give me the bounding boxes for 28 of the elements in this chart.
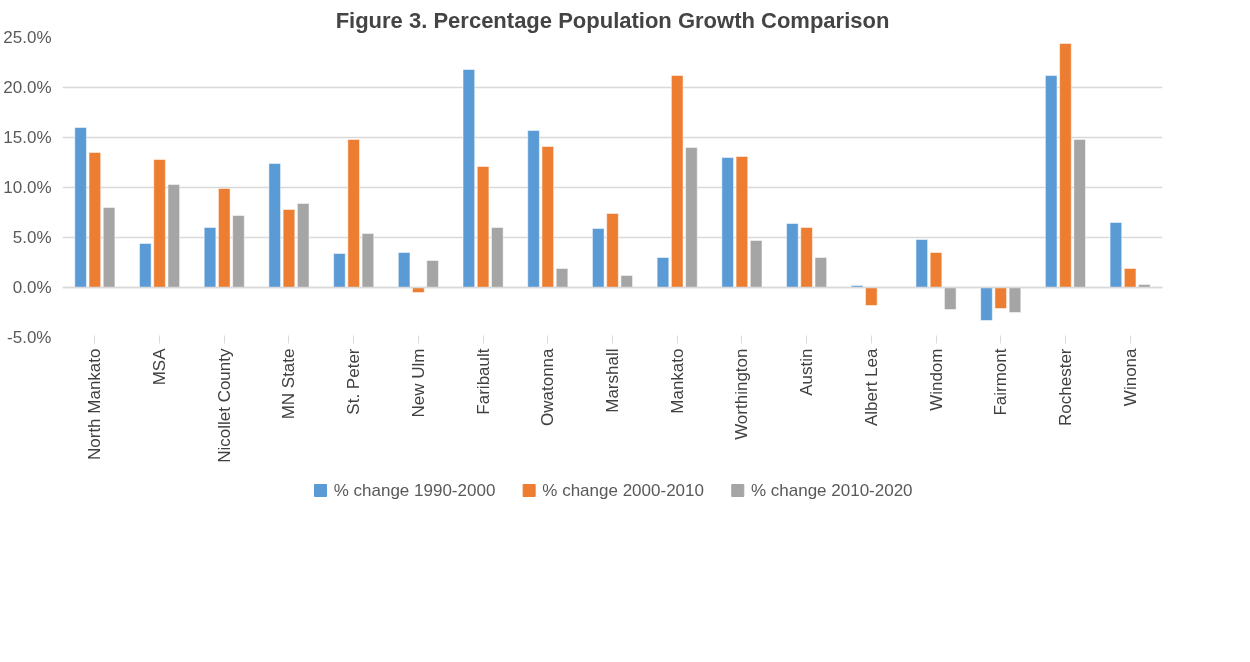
y-tick-label: 10.0% — [3, 178, 52, 197]
x-tick-label: Worthington — [732, 348, 752, 440]
x-tick-label: MSA — [150, 347, 170, 386]
y-tick-label: 15.0% — [3, 128, 52, 147]
x-tick-label: Windom — [926, 348, 946, 411]
x-tick-label: Albert Lea — [861, 347, 881, 426]
legend-label: % change 1990-2000 — [333, 481, 496, 500]
x-tick-label: Mankato — [667, 348, 687, 414]
x-tick-label: Nicollet County — [214, 348, 234, 463]
y-tick-label: -5.0% — [7, 328, 52, 347]
x-tick-label: Marshall — [603, 348, 622, 413]
x-tick-label: Winona — [1120, 347, 1140, 407]
x-tick-label: Rochester — [1055, 348, 1075, 426]
x-tick-label: Owatonna — [538, 347, 558, 426]
chart-title: Figure 3. Percentage Population Growth Comparison — [335, 7, 890, 33]
y-tick-label: 25.0% — [3, 28, 52, 47]
y-tick-label: 0.0% — [12, 278, 52, 297]
x-tick-label: Faribault — [473, 348, 493, 415]
legend-label: % change 2000-2010 — [542, 481, 704, 500]
x-tick-label: North Mankato — [85, 348, 105, 460]
x-tick-label: St. Peter — [344, 348, 364, 415]
x-tick-label: New Ulm — [408, 348, 428, 418]
legend-label: % change 2010-2020 — [750, 481, 913, 500]
y-tick-label: 20.0% — [3, 78, 52, 97]
x-tick-label: Austin — [797, 348, 817, 396]
y-tick-label: 5.0% — [12, 228, 52, 247]
x-tick-label: MN State — [279, 348, 299, 420]
x-tick-label: Fairmont — [991, 348, 1011, 416]
